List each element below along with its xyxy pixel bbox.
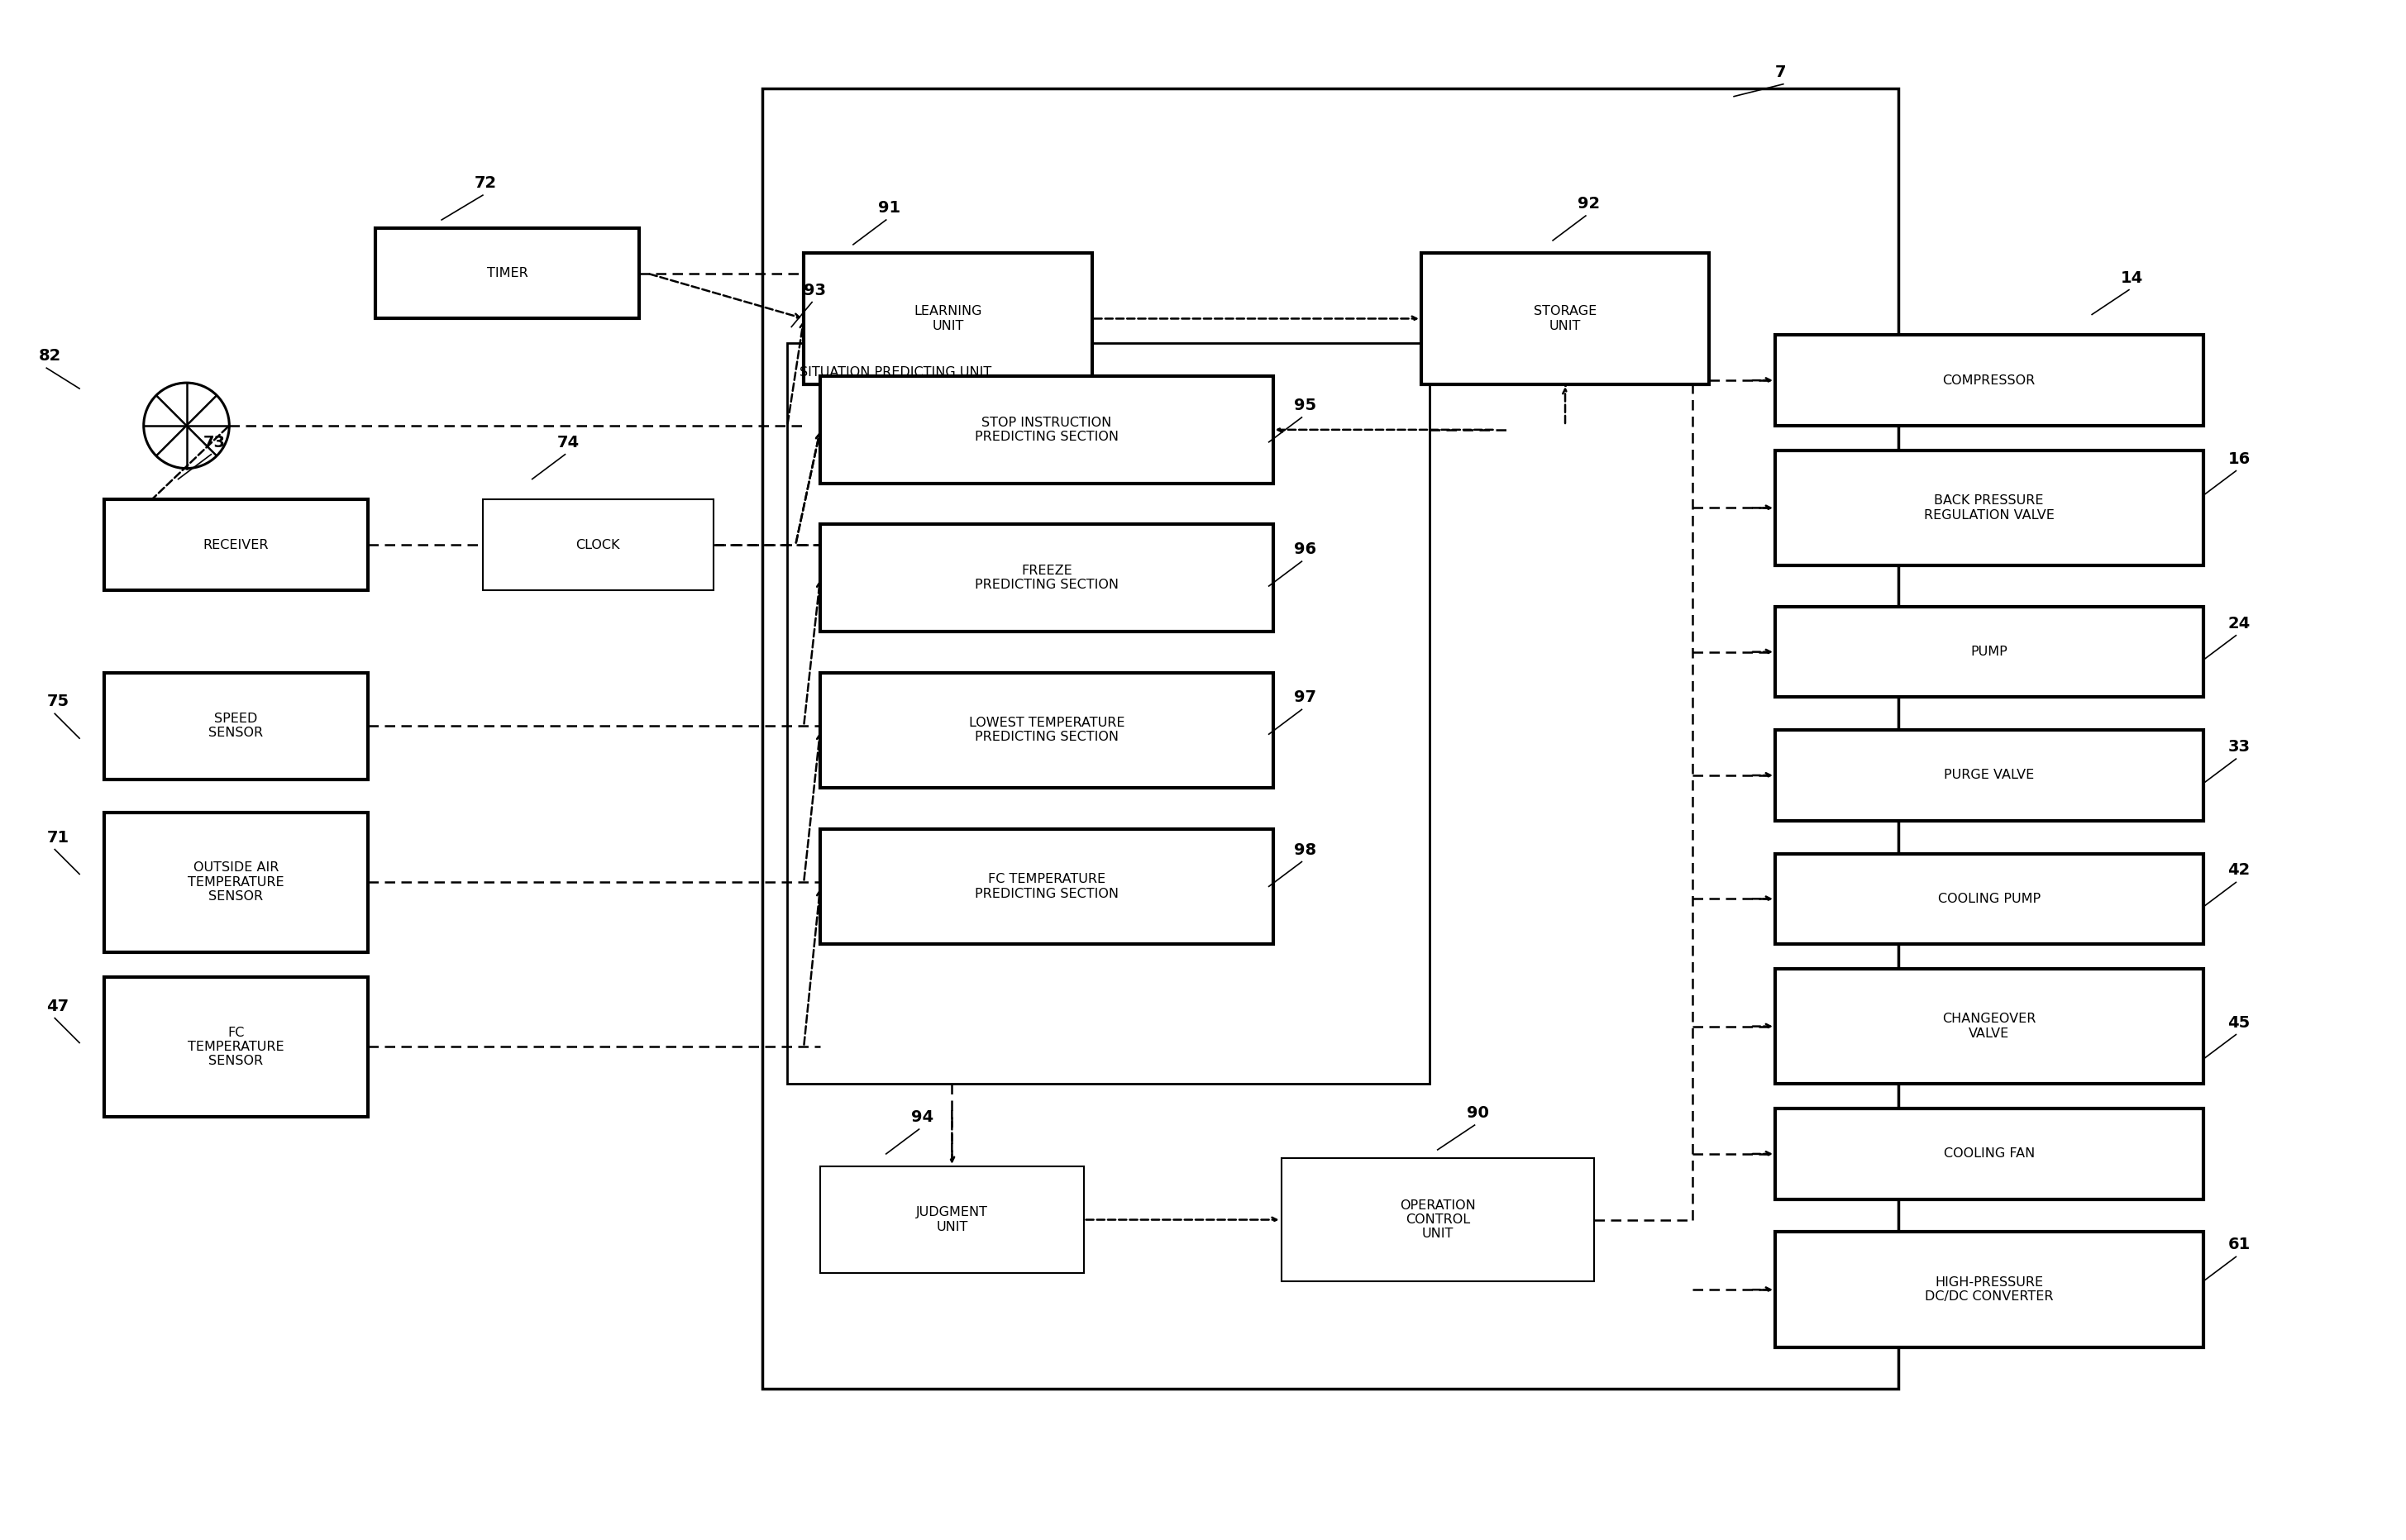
Text: 95: 95	[1294, 397, 1316, 413]
Bar	[1776, 969, 2204, 1084]
Bar	[1776, 1109, 2204, 1200]
Text: LEARNING
UNIT: LEARNING UNIT	[914, 305, 982, 333]
Text: 97: 97	[1294, 690, 1316, 705]
Text: 72: 72	[474, 176, 498, 191]
Text: SPEED
SENSOR: SPEED SENSOR	[209, 713, 262, 739]
Text: FC TEMPERATURE
PREDICTING SECTION: FC TEMPERATURE PREDICTING SECTION	[974, 873, 1119, 899]
Text: OPERATION
CONTROL
UNIT: OPERATION CONTROL UNIT	[1400, 1200, 1475, 1240]
Text: 91: 91	[878, 200, 900, 216]
Bar	[1422, 253, 1708, 385]
Text: FREEZE
PREDICTING SECTION: FREEZE PREDICTING SECTION	[974, 565, 1119, 591]
Text: SITUATION PREDICTING UNIT: SITUATION PREDICTING UNIT	[799, 367, 991, 379]
Text: PURGE VALVE: PURGE VALVE	[1944, 768, 2033, 781]
Text: STOP INSTRUCTION
PREDICTING SECTION: STOP INSTRUCTION PREDICTING SECTION	[974, 416, 1119, 444]
Text: 92: 92	[1578, 196, 1600, 211]
Text: 16: 16	[2228, 451, 2250, 467]
Bar	[820, 1166, 1083, 1274]
Bar	[1776, 607, 2204, 698]
Text: LOWEST TEMPERATURE
PREDICTING SECTION: LOWEST TEMPERATURE PREDICTING SECTION	[970, 716, 1124, 744]
Text: 96: 96	[1294, 542, 1316, 557]
Text: COMPRESSOR: COMPRESSOR	[1942, 374, 2035, 387]
Text: COOLING FAN: COOLING FAN	[1944, 1147, 2035, 1160]
Text: COOLING PUMP: COOLING PUMP	[1937, 893, 2040, 906]
Text: 42: 42	[2228, 862, 2250, 878]
Bar	[804, 253, 1092, 385]
Bar	[1776, 450, 2204, 565]
Bar	[1776, 730, 2204, 821]
Text: 74: 74	[556, 434, 580, 450]
Text: 82: 82	[38, 348, 60, 363]
Text: OUTSIDE AIR
TEMPERATURE
SENSOR: OUTSIDE AIR TEMPERATURE SENSOR	[188, 862, 284, 902]
Text: CHANGEOVER
VALVE: CHANGEOVER VALVE	[1942, 1013, 2035, 1040]
Text: 45: 45	[2228, 1015, 2250, 1030]
Text: JUDGMENT
UNIT: JUDGMENT UNIT	[917, 1206, 989, 1234]
Text: 71: 71	[46, 830, 70, 845]
Bar	[1282, 1158, 1595, 1281]
Text: STORAGE
UNIT: STORAGE UNIT	[1533, 305, 1598, 333]
Text: 73: 73	[202, 434, 226, 450]
Bar	[103, 673, 368, 779]
Bar	[820, 524, 1273, 631]
Text: 7: 7	[1776, 65, 1785, 80]
Text: CLOCK: CLOCK	[575, 539, 621, 551]
Text: PUMP: PUMP	[1971, 645, 2007, 658]
Text: 24: 24	[2228, 616, 2250, 631]
Bar	[103, 499, 368, 590]
Text: HIGH-PRESSURE
DC/DC CONVERTER: HIGH-PRESSURE DC/DC CONVERTER	[1925, 1277, 2052, 1303]
Bar	[1776, 1232, 2204, 1348]
Text: 98: 98	[1294, 842, 1316, 858]
Text: 61: 61	[2228, 1237, 2250, 1252]
Text: 90: 90	[1465, 1106, 1489, 1121]
Text: 14: 14	[2120, 270, 2144, 286]
Text: 33: 33	[2228, 739, 2250, 755]
Text: FC
TEMPERATURE
SENSOR: FC TEMPERATURE SENSOR	[188, 1026, 284, 1067]
Bar	[820, 673, 1273, 787]
Text: 47: 47	[46, 998, 70, 1013]
Bar	[820, 376, 1273, 484]
Text: 93: 93	[804, 282, 825, 299]
Text: 75: 75	[46, 695, 70, 710]
Bar	[103, 976, 368, 1116]
Bar	[763, 88, 1898, 1389]
Text: BACK PRESSURE
REGULATION VALVE: BACK PRESSURE REGULATION VALVE	[1925, 494, 2055, 521]
Bar	[103, 813, 368, 952]
Text: 94: 94	[912, 1109, 934, 1126]
Bar	[787, 343, 1429, 1084]
Bar	[1776, 336, 2204, 425]
Text: RECEIVER: RECEIVER	[202, 539, 269, 551]
Bar	[820, 829, 1273, 944]
Bar	[1776, 853, 2204, 944]
Text: TIMER: TIMER	[486, 266, 527, 280]
Bar	[375, 228, 640, 319]
Bar	[484, 499, 712, 590]
